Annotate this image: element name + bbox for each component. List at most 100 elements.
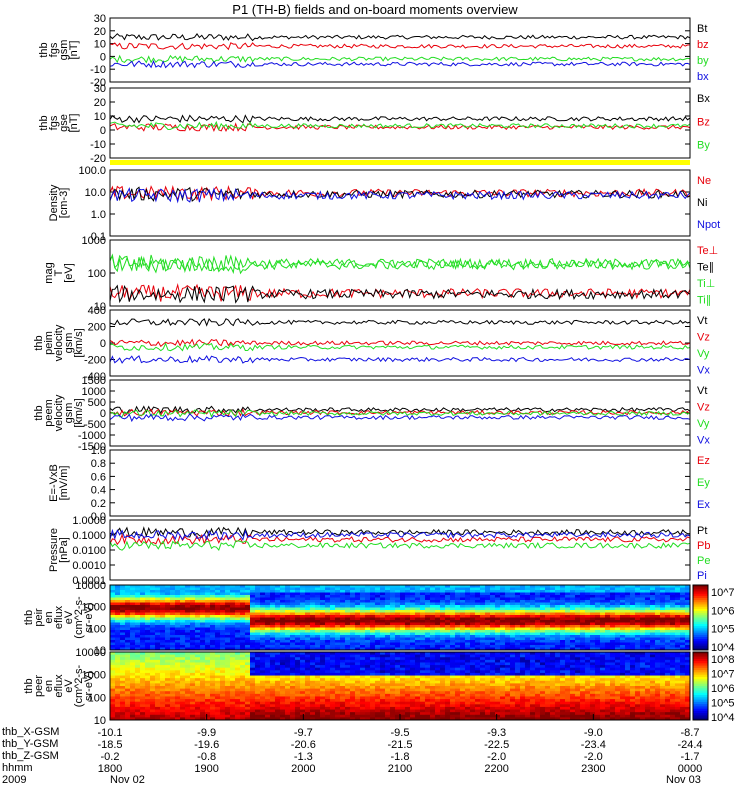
heatmap-cell: [450, 597, 456, 601]
heatmap-cell: [545, 642, 551, 646]
heatmap-cell: [160, 712, 166, 716]
heatmap-cell: [580, 592, 586, 596]
heatmap-cell: [545, 617, 551, 621]
heatmap-cell: [310, 686, 316, 690]
heatmap-cell: [370, 696, 376, 700]
heatmap-cell: [110, 672, 116, 677]
heatmap-cell: [635, 617, 641, 621]
heatmap-cell: [430, 654, 436, 658]
heatmap-cell: [645, 620, 651, 623]
heatmap-cell: [305, 607, 311, 611]
colorbar-cell: [693, 647, 708, 651]
legend-label: Vz: [697, 402, 710, 414]
heatmap-cell: [205, 704, 211, 708]
y-tick-label: 1000: [82, 602, 106, 614]
heatmap-cell: [445, 600, 451, 603]
heatmap-cell: [350, 612, 356, 616]
heatmap-cell: [160, 665, 166, 669]
heatmap-cell: [165, 701, 171, 705]
heatmap-cell: [200, 667, 206, 671]
heatmap-cell: [375, 696, 381, 700]
heatmap-cell: [350, 647, 356, 651]
heatmap-cell: [570, 627, 576, 631]
heatmap-cell: [350, 617, 356, 621]
heatmap-cell: [535, 625, 541, 628]
heatmap-cell: [135, 706, 141, 711]
heatmap-cell: [185, 714, 191, 718]
heatmap-cell: [220, 659, 226, 663]
heatmap-cell: [175, 632, 181, 636]
heatmap-cell: [265, 610, 271, 613]
heatmap-cell: [270, 587, 276, 591]
heatmap-cell: [130, 635, 136, 638]
heatmap-cell: [175, 654, 181, 658]
heatmap-cell: [235, 672, 241, 677]
heatmap-cell: [230, 647, 236, 651]
heatmap-cell: [350, 590, 356, 593]
heatmap-cell: [305, 632, 311, 636]
heatmap-cell: [560, 595, 566, 598]
heatmap-cell: [115, 712, 121, 716]
heatmap-cell: [315, 627, 321, 631]
heatmap-cell: [250, 675, 256, 679]
heatmap-cell: [255, 693, 261, 697]
heatmap-cell: [340, 678, 346, 682]
heatmap-cell: [135, 647, 141, 651]
heatmap-cell: [130, 704, 136, 708]
heatmap-cell: [355, 610, 361, 613]
heatmap-cell: [140, 597, 146, 601]
heatmap-cell: [560, 600, 566, 603]
heatmap-cell: [285, 587, 291, 591]
heatmap-cell: [395, 659, 401, 663]
heatmap-cell: [200, 709, 206, 713]
heatmap-cell: [390, 585, 396, 588]
heatmap-cell: [665, 585, 671, 588]
heatmap-cell: [210, 706, 216, 711]
heatmap-cell: [145, 610, 151, 613]
heatmap-cell: [390, 627, 396, 631]
heatmap-cell: [225, 635, 231, 638]
heatmap-cell: [355, 652, 361, 656]
heatmap-cell: [670, 637, 676, 641]
heatmap-cell: [655, 597, 661, 601]
heatmap-cell: [320, 693, 326, 697]
heatmap-cell: [435, 592, 441, 596]
heatmap-cell: [110, 592, 116, 596]
heatmap-cell: [150, 637, 156, 641]
heatmap-cell: [360, 647, 366, 651]
heatmap-cell: [290, 587, 296, 591]
heatmap-cell: [260, 667, 266, 671]
heatmap-cell: [235, 704, 241, 708]
heatmap-cell: [185, 642, 191, 646]
heatmap-cell: [600, 627, 606, 631]
heatmap-cell: [430, 640, 436, 643]
heatmap-cell: [140, 635, 146, 638]
heatmap-cell: [210, 587, 216, 591]
heatmap-cell: [350, 630, 356, 633]
heatmap-cell: [630, 620, 636, 623]
heatmap-cell: [215, 657, 221, 661]
heatmap-cell: [375, 686, 381, 690]
heatmap-cell: [590, 630, 596, 633]
heatmap-cell: [180, 670, 186, 674]
heatmap-cell: [150, 587, 156, 591]
heatmap-cell: [380, 647, 386, 651]
heatmap-cell: [415, 640, 421, 643]
heatmap-cell: [170, 637, 176, 641]
heatmap-cell: [425, 662, 431, 666]
heatmap-cell: [250, 602, 256, 606]
heatmap-cell: [420, 595, 426, 598]
heatmap-cell: [455, 600, 461, 603]
heatmap-cell: [435, 610, 441, 613]
heatmap-cell: [315, 615, 321, 618]
heatmap-cell: [365, 607, 371, 611]
heatmap-cell: [205, 683, 211, 687]
heatmap-cell: [145, 597, 151, 601]
heatmap-cell: [355, 597, 361, 601]
heatmap-cell: [520, 620, 526, 623]
heatmap-cell: [355, 667, 361, 671]
heatmap-cell: [170, 645, 176, 648]
heatmap-cell: [330, 625, 336, 628]
heatmap-cell: [285, 642, 291, 646]
heatmap-cell: [470, 617, 476, 621]
